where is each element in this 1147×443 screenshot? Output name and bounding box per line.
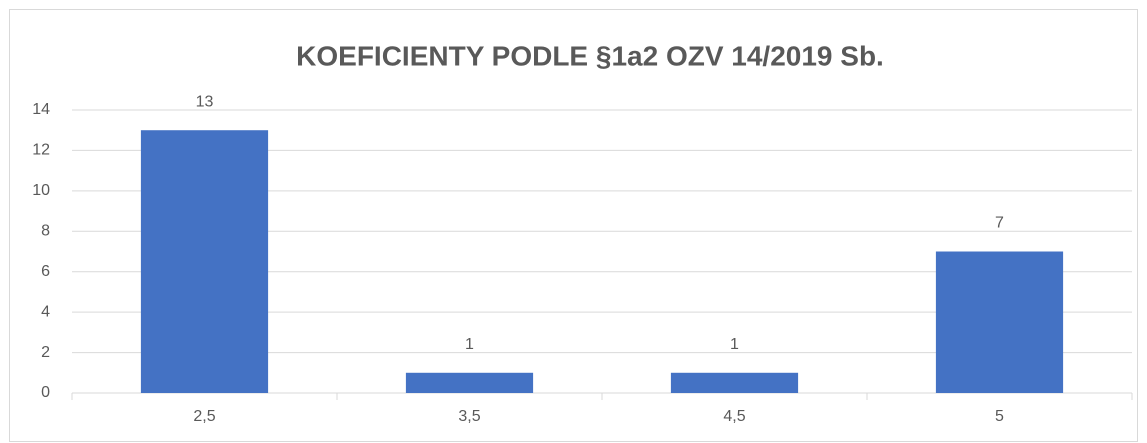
y-tick-label: 0 bbox=[41, 384, 50, 401]
data-label: 1 bbox=[730, 336, 739, 353]
data-label: 7 bbox=[995, 215, 1004, 232]
bar bbox=[935, 251, 1064, 393]
x-tick-label: 5 bbox=[995, 408, 1004, 425]
x-tick-label: 4,5 bbox=[723, 408, 745, 425]
bar bbox=[670, 372, 799, 393]
data-label: 1 bbox=[465, 336, 474, 353]
y-tick-label: 10 bbox=[32, 182, 50, 199]
x-tick-label: 2,5 bbox=[193, 408, 215, 425]
data-label: 13 bbox=[196, 93, 214, 110]
y-tick-label: 2 bbox=[41, 344, 50, 361]
y-tick-label: 12 bbox=[32, 142, 50, 159]
y-tick-label: 8 bbox=[41, 223, 50, 240]
y-tick-label: 6 bbox=[41, 263, 50, 280]
y-tick-label: 4 bbox=[41, 303, 50, 320]
chart-title: KOEFICIENTY PODLE §1a2 OZV 14/2019 Sb. bbox=[296, 40, 884, 71]
bar bbox=[405, 372, 534, 393]
y-tick-label: 14 bbox=[32, 101, 50, 118]
bar bbox=[140, 130, 269, 393]
x-tick-label: 3,5 bbox=[458, 408, 480, 425]
